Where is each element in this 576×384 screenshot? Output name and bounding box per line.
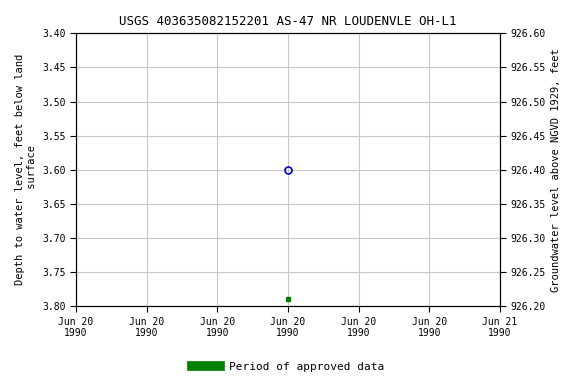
Legend: Period of approved data: Period of approved data [188,358,388,377]
Y-axis label: Groundwater level above NGVD 1929, feet: Groundwater level above NGVD 1929, feet [551,48,561,292]
Title: USGS 403635082152201 AS-47 NR LOUDENVLE OH-L1: USGS 403635082152201 AS-47 NR LOUDENVLE … [119,15,457,28]
Y-axis label: Depth to water level, feet below land
 surface: Depth to water level, feet below land su… [15,54,37,285]
